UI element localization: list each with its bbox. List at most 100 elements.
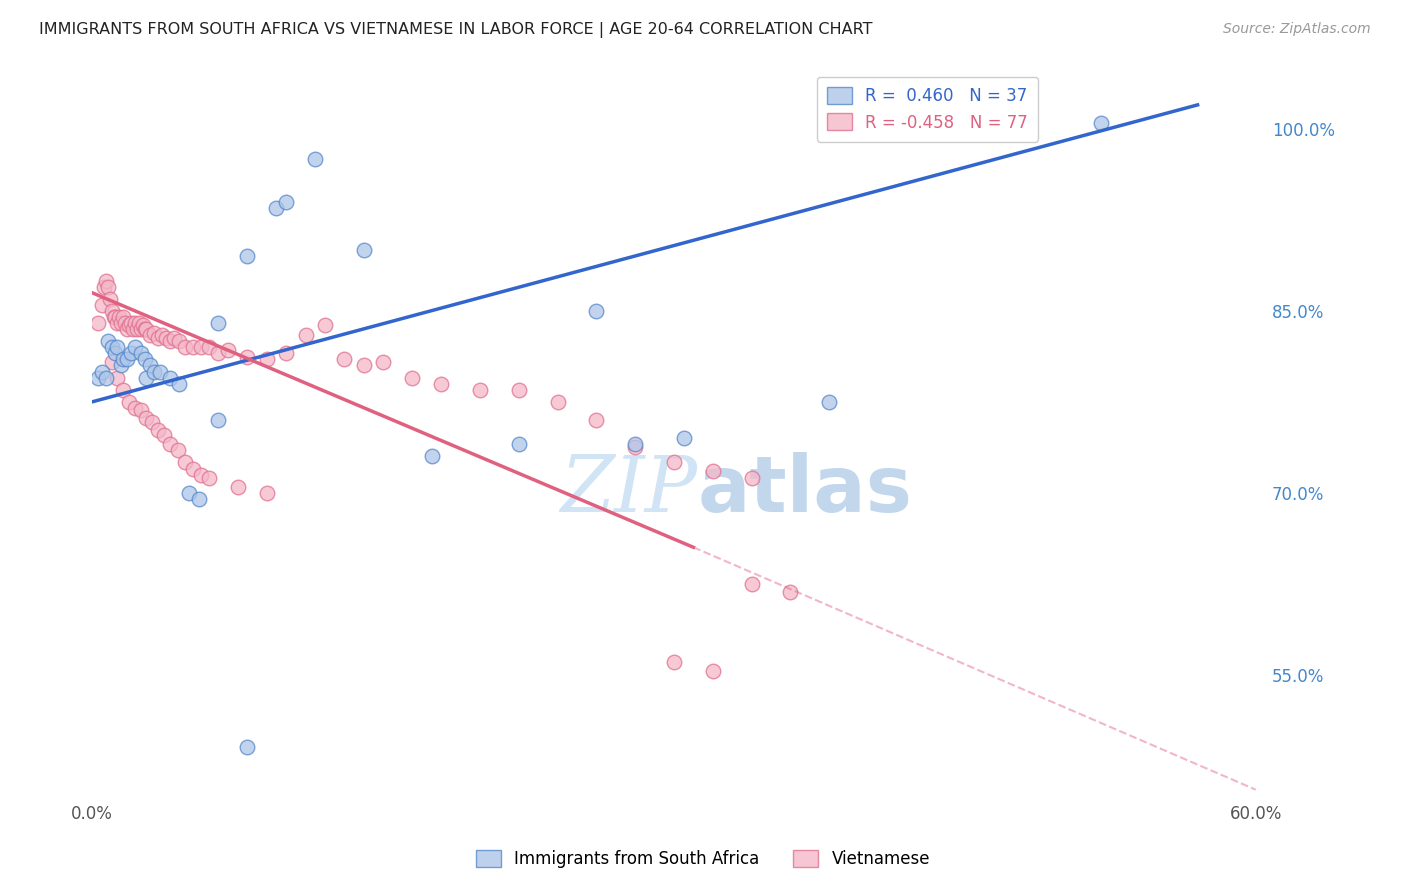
Point [169,376,191,391]
Point [112,383,135,397]
Point [662,656,685,670]
Point [187,491,209,506]
Point [150,328,173,343]
Point [702,664,724,678]
Point [401,370,423,384]
Point [818,394,841,409]
Point [108,310,131,324]
Point [87,316,110,330]
Point [585,413,607,427]
Point [90,365,112,379]
Point [105,340,128,354]
Point [104,310,127,324]
Point [94,370,117,384]
Point [181,340,204,354]
Point [129,403,152,417]
Point [179,485,201,500]
Point [585,304,607,318]
Point [197,471,219,485]
Point [1090,116,1112,130]
Point [155,330,177,344]
Point [159,437,181,451]
Point [217,343,239,357]
Point [624,440,647,454]
Point [143,365,166,379]
Point [93,279,115,293]
Point [122,322,145,336]
Point [135,370,157,384]
Point [226,480,249,494]
Point [97,279,120,293]
Point [100,340,122,354]
Point [110,316,132,330]
Point [112,352,135,367]
Point [702,464,724,478]
Point [134,322,156,336]
Point [104,346,127,360]
Point [105,370,128,384]
Point [114,316,136,330]
Point [294,328,316,343]
Point [236,350,259,364]
Point [197,340,219,354]
Point [741,576,763,591]
Legend: R =  0.460   N = 37, R = -0.458   N = 77: R = 0.460 N = 37, R = -0.458 N = 77 [817,77,1038,142]
Point [236,740,259,755]
Point [118,394,141,409]
Point [149,365,172,379]
Point [266,201,288,215]
Point [159,370,181,384]
Point [169,334,191,349]
Point [103,310,125,324]
Point [146,330,169,344]
Point [190,467,212,482]
Point [430,376,453,391]
Point [97,334,120,349]
Point [118,318,141,333]
Point [115,352,138,367]
Point [181,461,204,475]
Point [112,310,135,324]
Point [139,359,162,373]
Point [90,298,112,312]
Point [124,316,146,330]
Point [135,410,157,425]
Point [125,322,148,336]
Point [162,330,184,344]
Text: atlas: atlas [697,452,912,528]
Point [624,437,647,451]
Text: Source: ZipAtlas.com: Source: ZipAtlas.com [1223,22,1371,37]
Point [371,355,394,369]
Point [256,352,278,367]
Point [779,585,801,599]
Point [129,346,152,360]
Point [256,485,278,500]
Point [105,316,128,330]
Point [139,328,162,343]
Point [128,316,150,330]
Point [333,352,356,367]
Point [134,352,156,367]
Point [174,455,197,469]
Point [166,443,188,458]
Point [314,318,336,333]
Point [672,431,695,445]
Point [741,471,763,485]
Point [662,455,685,469]
Text: IMMIGRANTS FROM SOUTH AFRICA VS VIETNAMESE IN LABOR FORCE | AGE 20-64 CORRELATIO: IMMIGRANTS FROM SOUTH AFRICA VS VIETNAME… [39,22,873,38]
Point [420,450,443,464]
Point [129,322,152,336]
Point [98,292,121,306]
Point [508,437,530,451]
Point [207,413,229,427]
Legend: Immigrants from South Africa, Vietnamese: Immigrants from South Africa, Vietnamese [470,843,936,875]
Point [100,355,122,369]
Point [353,244,375,258]
Point [146,423,169,437]
Point [135,322,157,336]
Point [120,346,142,360]
Point [110,359,132,373]
Point [304,153,326,167]
Point [87,370,110,384]
Point [236,249,259,263]
